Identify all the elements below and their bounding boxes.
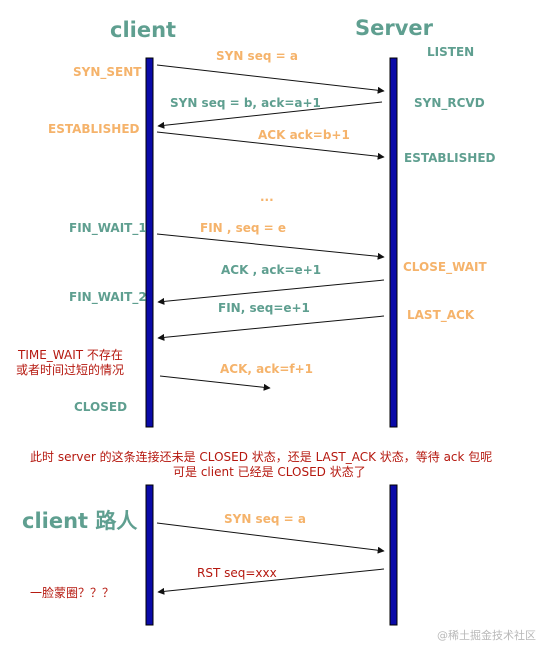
arrow-syn-ack [157,101,383,129]
arrow-ack [156,131,385,160]
passerby-client-lifeline [145,484,154,626]
arrow-fin [156,233,385,260]
lower-server-lifeline [389,484,398,626]
message-ack: ACK ack=b+1 [258,128,350,142]
client-lifeline [145,57,154,428]
arrow-final-ack [159,375,271,391]
client-state-syn-sent: SYN_SENT [73,65,142,79]
server-header: Server [355,16,434,40]
server-state-close-wait: CLOSE_WAIT [403,260,487,274]
message-ellipsis: ... [260,190,274,204]
client-state-fin-wait-1: FIN_WAIT_1 [69,221,147,235]
confused-note: 一脸蒙圈？？？ [30,586,115,600]
watermark: @稀土掘金技术社区 [437,629,536,642]
message-rst: RST seq=xxx [197,566,277,580]
client-state-fin-wait-2: FIN_WAIT_2 [69,290,147,304]
arrow-syn [156,64,385,94]
message-syn: SYN seq = a [216,49,298,63]
server-state-syn-rcvd: SYN_RCVD [414,96,485,110]
server-state-last-ack: LAST_ACK [407,308,475,322]
server-state-listen: LISTEN [427,45,475,59]
message-final-ack: ACK, ack=f+1 [220,362,313,376]
server-state-established: ESTABLISHED [404,151,496,165]
message-fin-ack: ACK , ack=e+1 [221,263,322,277]
note-line2: 可是 client 已经是 CLOSED 状态了 [173,465,366,479]
note-line1: 此时 server 的这条连接还未是 CLOSED 状态，还是 LAST_ACK… [30,450,493,464]
message-fin: FIN , seq = e [200,221,287,235]
message-server-fin: FIN, seq=e+1 [218,301,310,315]
time-wait-note-line1: TIME_WAIT 不存在 [18,348,123,362]
arrow-server-fin [157,315,385,341]
message-passerby-syn: SYN seq = a [224,512,306,526]
arrow-passerby-syn [156,522,385,554]
client-state-closed: CLOSED [74,400,128,414]
message-syn-ack: SYN seq = b, ack=a+1 [170,96,321,110]
client-header: client [110,18,177,42]
arrow-fin-ack [157,279,385,305]
passerby-client-header: client 路人 [22,509,138,533]
client-state-established: ESTABLISHED [48,122,140,136]
server-lifeline [389,57,398,428]
arrow-rst [157,568,385,595]
time-wait-note-line2: 或者时间过短的情况 [16,363,125,377]
